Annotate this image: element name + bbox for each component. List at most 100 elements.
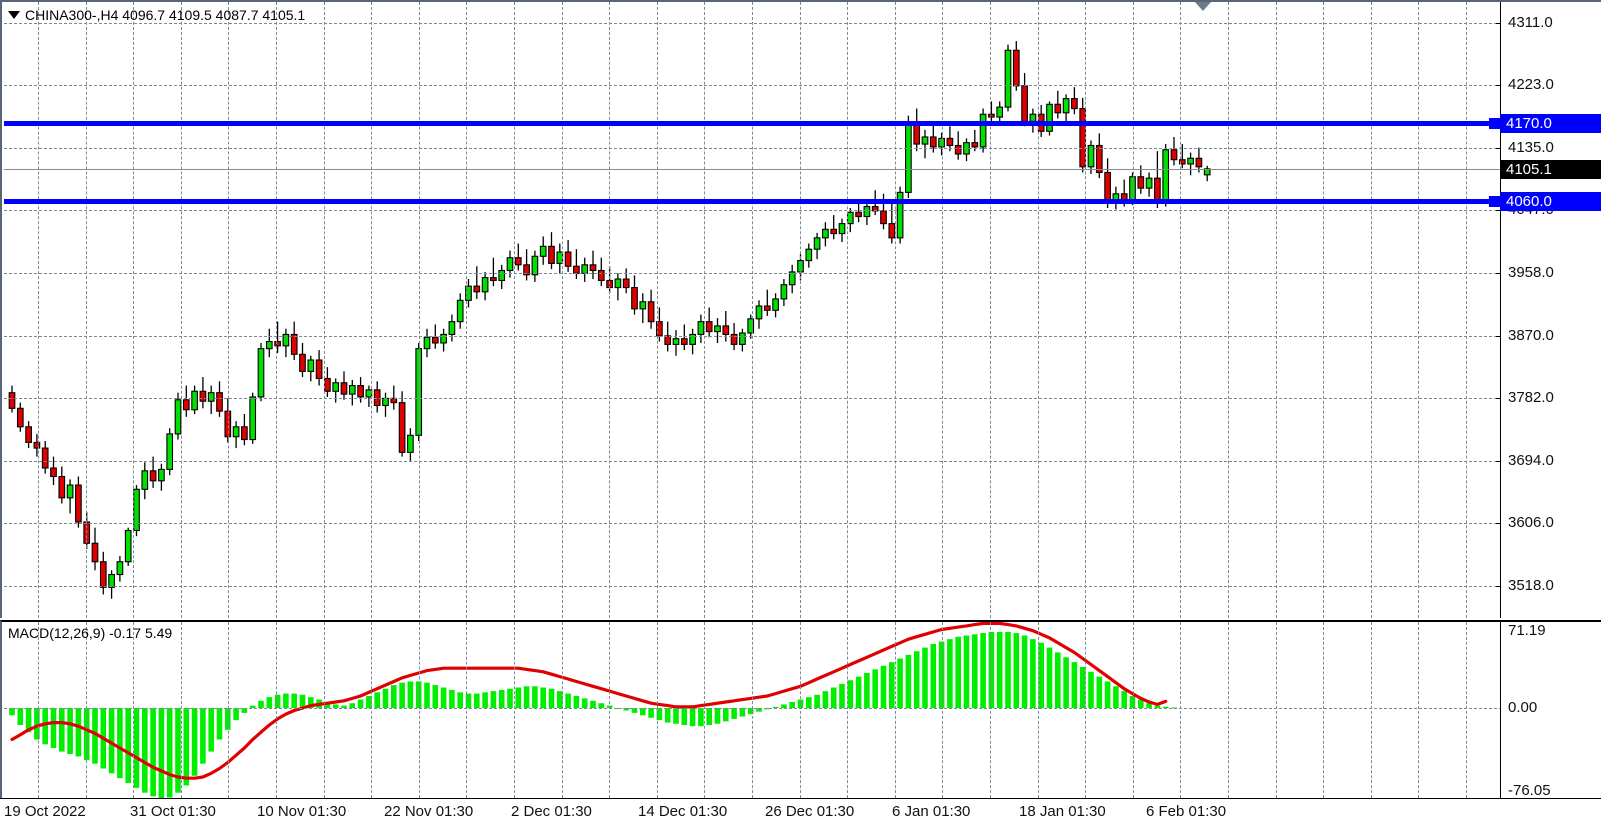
macd-axis-label: 71.19 xyxy=(1508,622,1546,639)
price-axis-tick xyxy=(1496,585,1501,587)
current-price-line xyxy=(4,168,1502,170)
price-axis-tick xyxy=(1496,22,1501,24)
price-axis-label: 3606.0 xyxy=(1508,514,1554,532)
vertical-gridline xyxy=(1466,622,1467,798)
vertical-gridline xyxy=(895,2,896,618)
price-axis-tick xyxy=(1496,460,1501,462)
vertical-gridline xyxy=(1133,2,1134,618)
price-axis-label: 3782.0 xyxy=(1508,389,1554,407)
vertical-gridline xyxy=(1323,622,1324,798)
macd-plot-area[interactable] xyxy=(4,622,1502,798)
vertical-gridline xyxy=(1085,622,1086,798)
vertical-gridline xyxy=(1323,2,1324,618)
vertical-gridline xyxy=(847,622,848,798)
price-level-handle-support[interactable] xyxy=(1489,195,1502,207)
time-axis[interactable]: 19 Oct 2022 31 Oct 01:30 10 Nov 01:30 22 No… xyxy=(0,798,1601,825)
vertical-gridline xyxy=(895,622,896,798)
horizontal-gridline xyxy=(4,22,1502,24)
price-axis-label: 3694.0 xyxy=(1508,451,1554,469)
vertical-gridline xyxy=(1085,2,1086,618)
vertical-gridline xyxy=(133,622,134,798)
horizontal-gridline xyxy=(4,147,1502,149)
vertical-gridline xyxy=(466,622,467,798)
vertical-gridline xyxy=(419,2,420,618)
macd-header-text: MACD(12,26,9) -0.17 5.49 xyxy=(8,625,173,641)
vertical-gridline xyxy=(562,622,563,798)
vertical-gridline xyxy=(86,2,87,618)
time-axis-label: 26 Dec 01:30 xyxy=(765,803,855,820)
vertical-gridline xyxy=(276,2,277,618)
current-bar-marker-icon xyxy=(1195,2,1211,11)
vertical-gridline xyxy=(562,2,563,618)
horizontal-gridline xyxy=(4,335,1502,337)
price-axis-label: 4135.0 xyxy=(1508,138,1554,156)
vertical-gridline xyxy=(1038,622,1039,798)
macd-axis[interactable]: 71.19 0.00 -76.05 xyxy=(1500,622,1601,798)
time-axis-label: 14 Dec 01:30 xyxy=(638,803,728,820)
symbol-header[interactable]: CHINA300-,H4 4096.7 4109.5 4087.7 4105.1 xyxy=(8,7,305,23)
macd-zero-line xyxy=(4,708,1502,710)
vertical-gridline xyxy=(1133,622,1134,798)
time-axis-label: 31 Oct 01:30 xyxy=(130,803,216,820)
time-axis-label: 6 Jan 01:30 xyxy=(892,803,971,820)
price-plot-area[interactable] xyxy=(4,2,1502,618)
price-axis-tick xyxy=(1496,210,1501,212)
vertical-gridline xyxy=(371,2,372,618)
price-axis-label: 3870.0 xyxy=(1508,326,1554,344)
price-axis-label: 4311.0 xyxy=(1508,13,1553,31)
price-level-tag-support[interactable]: 4060.0 xyxy=(1500,191,1601,211)
vertical-gridline xyxy=(324,622,325,798)
vertical-gridline xyxy=(133,2,134,618)
vertical-gridline xyxy=(1276,2,1277,618)
vertical-gridline xyxy=(1276,622,1277,798)
chevron-down-icon[interactable] xyxy=(8,11,20,19)
price-axis[interactable]: 4311.04223.04135.04047.03958.03870.03782… xyxy=(1496,2,1601,618)
vertical-gridline xyxy=(800,2,801,618)
price-level-line-resistance[interactable] xyxy=(4,120,1502,126)
vertical-gridline xyxy=(181,622,182,798)
vertical-gridline xyxy=(800,622,801,798)
vertical-gridline xyxy=(1466,2,1467,618)
price-level-handle-resistance[interactable] xyxy=(1489,117,1502,129)
price-level-line-support[interactable] xyxy=(4,198,1502,204)
vertical-gridline xyxy=(609,622,610,798)
vertical-gridline xyxy=(228,2,229,618)
time-axis-label: 10 Nov 01:30 xyxy=(257,803,347,820)
horizontal-gridline xyxy=(4,273,1502,275)
price-level-tag-resistance[interactable]: 4170.0 xyxy=(1500,113,1601,133)
price-chart-panel[interactable]: CHINA300-,H4 4096.7 4109.5 4087.7 4105.1… xyxy=(0,0,1601,618)
horizontal-gridline xyxy=(4,398,1502,400)
vertical-gridline xyxy=(38,2,39,618)
vertical-gridline xyxy=(371,622,372,798)
horizontal-gridline xyxy=(4,460,1502,462)
price-axis-tick xyxy=(1496,147,1501,149)
symbol-header-text: CHINA300-,H4 4096.7 4109.5 4087.7 4105.1 xyxy=(25,7,306,23)
macd-axis-label: 0.00 xyxy=(1508,699,1538,717)
vertical-gridline xyxy=(1418,2,1419,618)
vertical-gridline xyxy=(1180,2,1181,618)
vertical-gridline xyxy=(1180,622,1181,798)
macd-series xyxy=(9,622,1177,798)
vertical-gridline xyxy=(657,2,658,618)
time-axis-label: 2 Dec 01:30 xyxy=(511,803,592,820)
vertical-gridline xyxy=(419,622,420,798)
horizontal-gridline xyxy=(4,523,1502,525)
vertical-gridline xyxy=(86,622,87,798)
vertical-gridline xyxy=(324,2,325,618)
vertical-gridline xyxy=(1371,622,1372,798)
time-axis-label: 19 Oct 2022 xyxy=(4,803,86,820)
vertical-gridline xyxy=(181,2,182,618)
macd-panel[interactable]: MACD(12,26,9) -0.17 5.49 71.19 0.00 -76.05 xyxy=(0,620,1601,798)
price-axis-label: 3518.0 xyxy=(1508,576,1554,594)
vertical-gridline xyxy=(1038,2,1039,618)
vertical-gridline xyxy=(942,2,943,618)
vertical-gridline xyxy=(942,622,943,798)
vertical-gridline xyxy=(752,2,753,618)
horizontal-gridline xyxy=(4,585,1502,587)
vertical-gridline xyxy=(514,2,515,618)
vertical-gridline xyxy=(276,622,277,798)
vertical-gridline xyxy=(228,622,229,798)
time-axis-label: 22 Nov 01:30 xyxy=(384,803,474,820)
horizontal-gridline xyxy=(4,210,1502,212)
time-axis-label: 6 Feb 01:30 xyxy=(1146,803,1227,820)
